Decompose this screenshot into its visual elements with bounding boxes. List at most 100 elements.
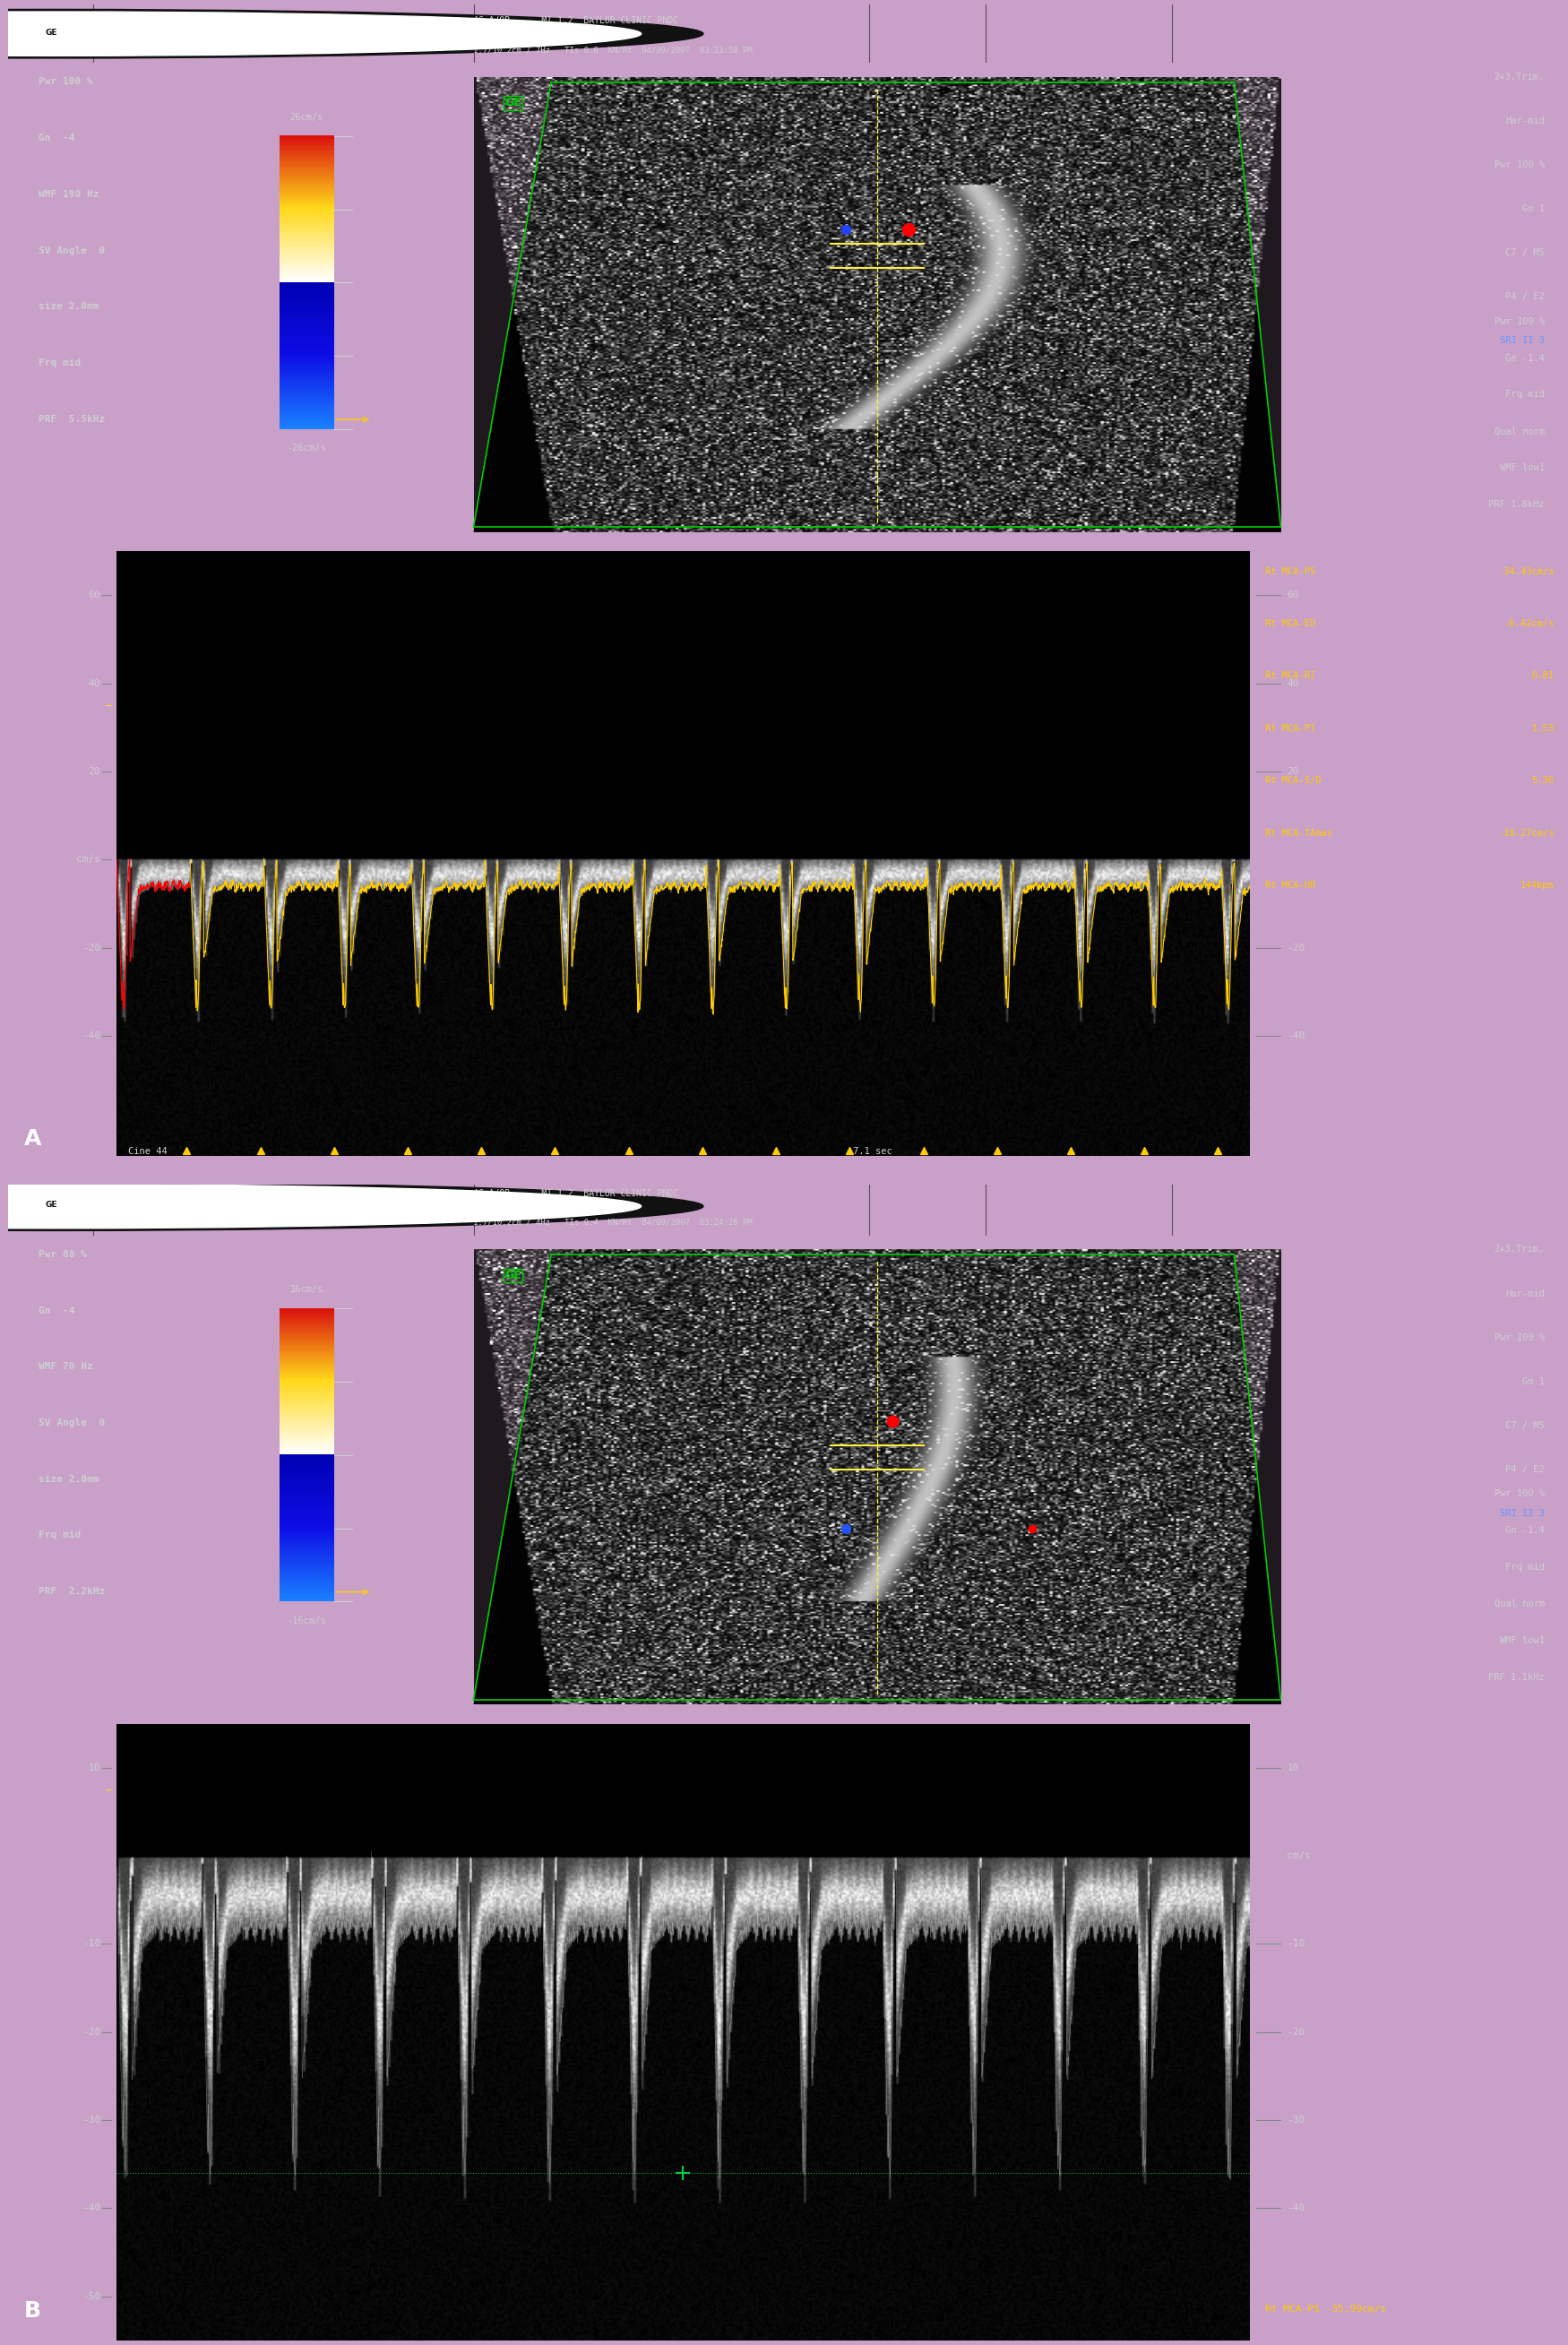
Bar [279,199,334,202]
Bar [279,220,334,225]
Bar [279,406,334,410]
Text: Gn 1: Gn 1 [1523,204,1544,213]
Text: 144bpm: 144bpm [1521,882,1554,891]
Text: • • • • • • • • • • • • • • • • •: • • • • • • • • • • • • • • • • • [132,1217,199,1222]
Text: C7 / M5: C7 / M5 [1505,1421,1544,1430]
Bar [279,246,334,249]
Bar [279,1393,334,1398]
Bar [279,1449,334,1452]
Text: Pwr 100 %: Pwr 100 % [1494,159,1544,169]
Bar [279,239,334,242]
Bar [279,312,334,314]
Text: Frq mid: Frq mid [1505,389,1544,399]
Text: Rt MCA-S/D: Rt MCA-S/D [1265,776,1322,786]
Bar [279,1398,334,1402]
Bar [279,143,334,145]
Bar [279,1318,334,1320]
Text: Gn  -4: Gn -4 [39,1306,75,1316]
Text: Rt MCA-RI: Rt MCA-RI [1265,671,1316,680]
Text: 60: 60 [1287,591,1298,600]
Bar [279,1473,334,1475]
Bar [279,420,334,422]
Text: WMF 70 Hz: WMF 70 Hz [39,1362,94,1372]
Bar [279,1360,334,1362]
Bar [279,366,334,368]
Bar [279,260,334,263]
Bar [279,1527,334,1529]
Text: Frq mid: Frq mid [1505,1562,1544,1571]
Text: Rt MCA-HR: Rt MCA-HR [1265,882,1316,891]
Bar [279,392,334,394]
Bar [279,356,334,359]
Text: -20: -20 [82,2028,100,2035]
Bar [279,401,334,406]
Bar [279,256,334,258]
Text: Rt MCA-PI: Rt MCA-PI [1265,725,1316,734]
Bar [279,1564,334,1566]
Bar [279,305,334,307]
Bar [279,1374,334,1377]
Text: C7 / M5: C7 / M5 [1505,249,1544,258]
Bar [279,288,334,293]
Bar [279,265,334,267]
Bar [279,1529,334,1531]
Bar [279,326,334,328]
Bar [279,1562,334,1564]
Bar [279,166,334,171]
Bar [279,251,334,253]
Bar [279,1496,334,1498]
Text: 7.1 sec: 7.1 sec [853,1147,892,1156]
Bar [279,277,334,281]
Bar [279,319,334,321]
Text: B: B [24,2300,41,2322]
Bar [279,1433,334,1435]
Bar [279,345,334,349]
Text: cm/s: cm/s [75,856,100,863]
Bar [279,281,334,286]
Bar [279,1405,334,1409]
Text: -40: -40 [1287,1032,1305,1041]
Bar [279,1334,334,1339]
Bar [279,1416,334,1419]
Text: -40: -40 [1287,2204,1305,2214]
Bar [279,368,334,371]
Bar [279,373,334,375]
Bar [279,1332,334,1334]
Bar [279,249,334,251]
Bar [279,1447,334,1449]
Bar [279,1548,334,1550]
Bar [279,1491,334,1494]
Bar [279,1571,334,1576]
Bar [279,1503,334,1505]
Polygon shape [474,77,1281,532]
Bar [279,1341,334,1346]
Bar [279,1452,334,1456]
Bar [279,359,334,361]
Bar [279,380,334,382]
Text: -30: -30 [82,2115,100,2125]
Bar [279,1592,334,1595]
Text: -40: -40 [82,1032,100,1041]
Bar [279,1320,334,1323]
Bar [279,1536,334,1538]
Circle shape [0,1182,704,1231]
Text: Gn  -4: Gn -4 [39,134,75,143]
Bar [279,1377,334,1379]
Bar [279,1311,334,1313]
Text: Gn -1.4: Gn -1.4 [1505,1527,1544,1536]
Bar [279,145,334,148]
Text: 40: 40 [1287,680,1298,687]
Bar [279,178,334,181]
Text: Pwr 100 %: Pwr 100 % [39,77,94,87]
Bar [279,150,334,152]
Bar [279,1414,334,1416]
Bar [279,1461,334,1466]
Bar [279,1508,334,1510]
Bar [279,267,334,270]
Bar [279,1595,334,1597]
Bar [279,185,334,188]
Bar [279,272,334,274]
Bar [279,279,334,284]
Bar [279,338,334,342]
Text: -34.43cm/s: -34.43cm/s [1497,567,1554,577]
